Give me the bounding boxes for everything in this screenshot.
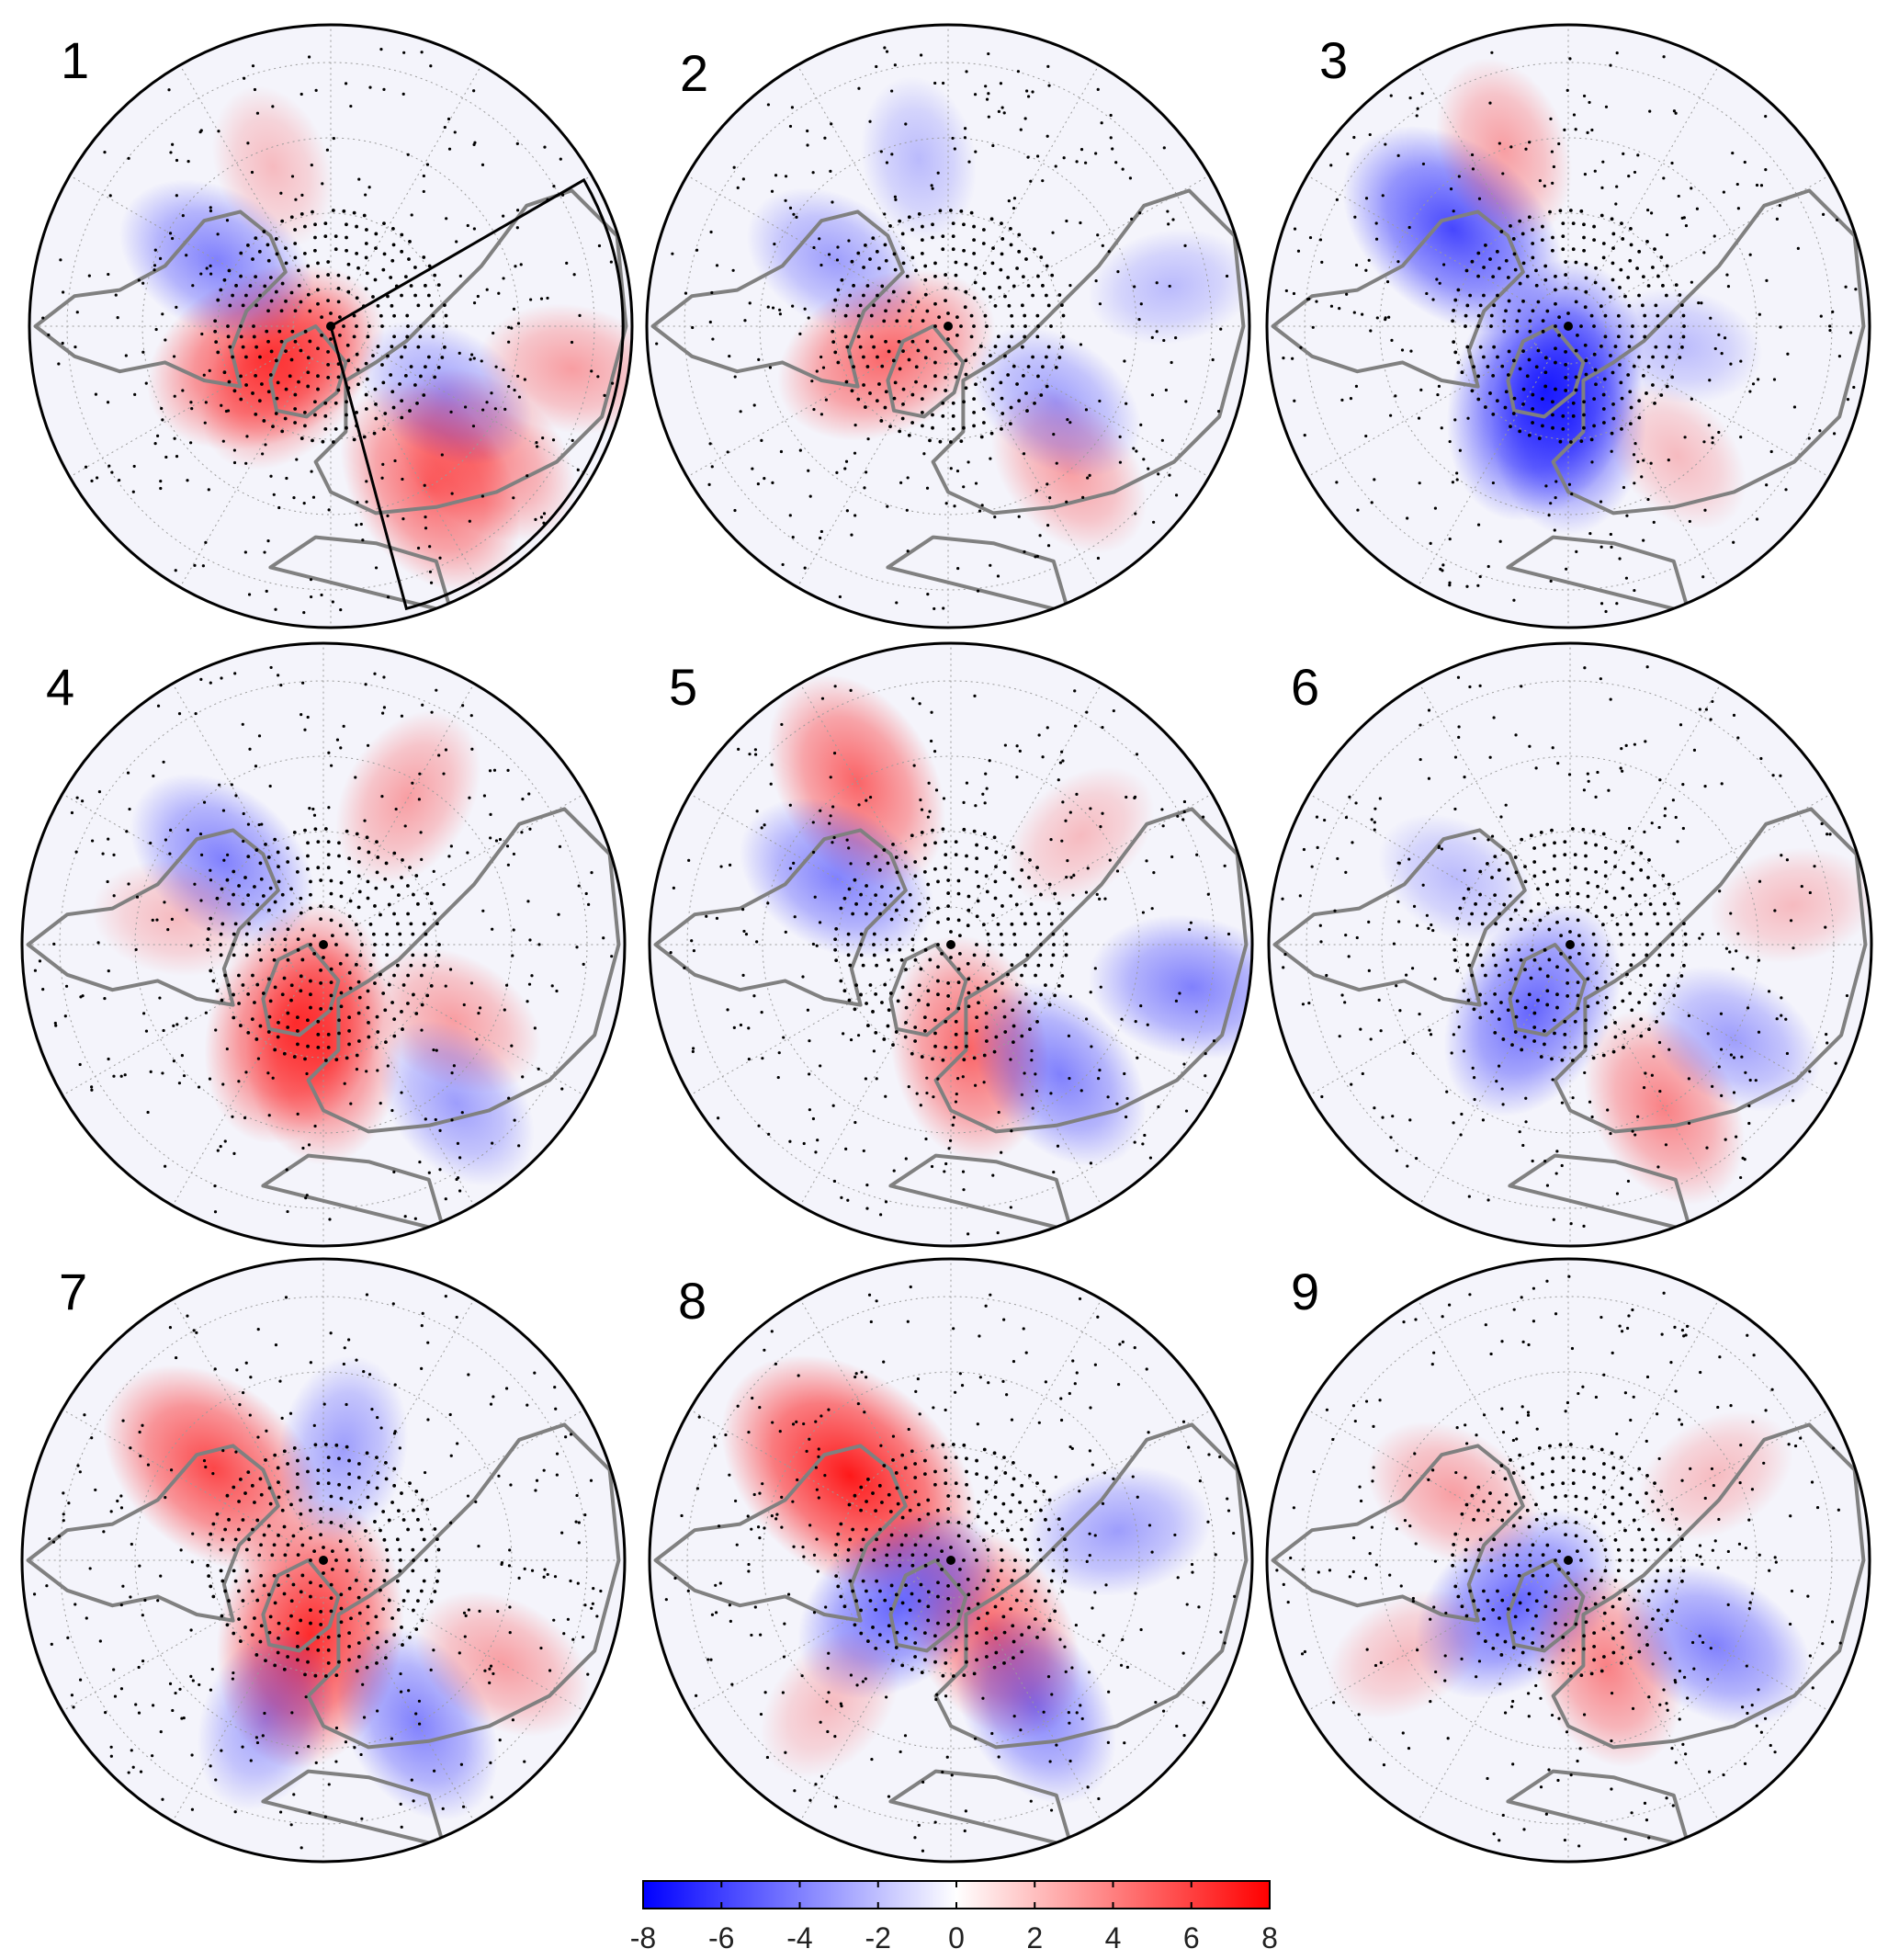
map-outline	[1265, 23, 1871, 629]
colorbar-tick-label: -2	[865, 1921, 891, 1954]
anomaly-blob	[245, 935, 401, 1165]
anomaly-blob	[1377, 813, 1534, 944]
polar-map-panel-1	[28, 23, 634, 629]
anomaly-blob	[1024, 1466, 1212, 1596]
significance-stippling	[669, 685, 1231, 1236]
polar-map-panel-3	[1265, 23, 1871, 629]
panel-number-5: 5	[669, 658, 698, 716]
map-outline	[648, 641, 1254, 1248]
region-sector-outline	[329, 177, 625, 611]
polar-map-panel-8	[648, 1257, 1254, 1864]
anomaly-blob	[91, 860, 258, 977]
significance-stippling	[655, 46, 1229, 611]
map-outline	[645, 23, 1251, 629]
panel-number-3: 3	[1319, 31, 1349, 89]
panel-number-7: 7	[59, 1263, 88, 1320]
map-outline	[20, 641, 627, 1248]
map-outline	[648, 1257, 1254, 1864]
anomaly-blob	[1608, 381, 1747, 530]
anomaly-field	[103, 1355, 591, 1821]
colorbar-tick-label: -4	[786, 1921, 813, 1954]
polar-map-panel-9	[1265, 1257, 1871, 1864]
map-outline	[1265, 1257, 1871, 1864]
coastlines	[1272, 807, 1868, 1233]
anomaly-blob	[973, 982, 1147, 1167]
significance-stippling	[664, 1285, 1237, 1852]
significance-stippling	[41, 48, 615, 615]
colorbar	[642, 1880, 1271, 1909]
north-pole-marker	[946, 940, 955, 949]
significance-stippling	[32, 1293, 603, 1850]
panel-number-4: 4	[46, 658, 75, 716]
colorbar-tick-label: 8	[1261, 1921, 1278, 1954]
coastlines	[26, 807, 621, 1233]
colorbar-tick-label: 2	[1026, 1921, 1044, 1954]
anomaly-blob	[478, 303, 632, 435]
north-pole-marker	[319, 940, 328, 949]
map-outline	[28, 23, 634, 629]
coastlines	[1271, 1422, 1866, 1849]
polar-map-panel-6	[1267, 641, 1873, 1248]
anomaly-field	[1342, 58, 1763, 536]
coastlines	[1271, 188, 1866, 615]
anomaly-field	[91, 709, 542, 1187]
anomaly-blob	[1645, 966, 1821, 1112]
map-outline	[1267, 641, 1873, 1248]
coastlines	[33, 188, 628, 615]
colorbar-tick-label: 6	[1182, 1921, 1200, 1954]
anomaly-blob	[760, 1630, 899, 1779]
colorbar-tick-label: 4	[1104, 1921, 1122, 1954]
panel-number-9: 9	[1291, 1263, 1320, 1320]
graticule	[1267, 25, 1870, 628]
map-outline	[20, 1257, 627, 1864]
panel-number-6: 6	[1291, 658, 1320, 716]
colorbar-tick-label: -6	[708, 1921, 735, 1954]
anomaly-blob	[739, 798, 934, 960]
anomaly-blob	[103, 1365, 324, 1572]
coastlines	[26, 1422, 621, 1849]
significance-stippling	[1281, 665, 1849, 1228]
anomaly-blob	[1709, 847, 1871, 964]
panel-number-1: 1	[61, 31, 90, 89]
significance-stippling	[33, 665, 614, 1221]
significance-stippling	[1275, 1275, 1842, 1848]
anomaly-field	[1377, 813, 1871, 1206]
anomaly-blob	[1327, 1590, 1484, 1719]
coastlines	[653, 1422, 1249, 1849]
anomaly-blob	[1596, 288, 1763, 404]
anomaly-blob	[211, 85, 334, 248]
panel-number-8: 8	[678, 1272, 707, 1330]
north-pole-marker	[944, 322, 953, 331]
north-pole-marker	[1564, 322, 1573, 331]
significance-stippling	[1282, 51, 1858, 614]
polar-map-panel-2	[645, 23, 1251, 629]
north-pole-marker	[946, 1556, 955, 1565]
north-pole-marker	[1564, 1556, 1573, 1565]
anomaly-field	[119, 85, 632, 593]
colorbar-tick-label: 0	[948, 1921, 965, 1954]
anomaly-blob	[197, 1628, 334, 1811]
panel-number-2: 2	[680, 44, 709, 102]
polar-map-panel-7	[20, 1257, 627, 1864]
north-pole-marker	[1566, 940, 1575, 949]
graticule	[22, 1259, 625, 1862]
polar-map-panel-5	[648, 641, 1254, 1248]
coastlines	[653, 807, 1249, 1233]
colorbar-tick-label: -8	[629, 1921, 657, 1954]
north-pole-marker	[326, 322, 335, 331]
polar-map-panel-4	[20, 641, 627, 1248]
north-pole-marker	[319, 1556, 328, 1565]
